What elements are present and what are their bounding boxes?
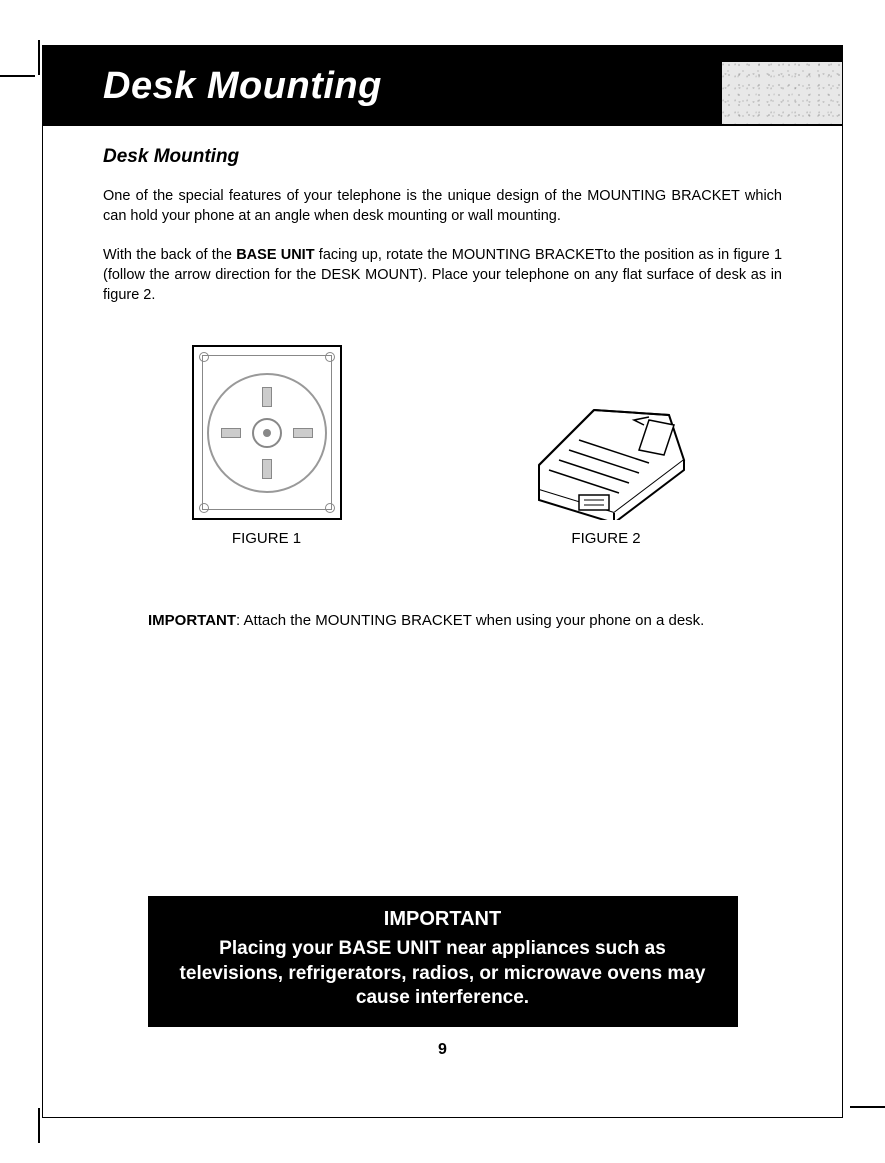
content-area: Desk Mounting One of the special feature… <box>103 146 782 1067</box>
figure-1-caption: FIGURE 1 <box>232 530 301 547</box>
crop-mark <box>850 1106 885 1108</box>
section-title: Desk Mounting <box>103 146 782 168</box>
note-bold: IMPORTANT <box>148 612 236 629</box>
page-title: Desk Mounting <box>103 65 382 108</box>
page-frame: Desk Mounting Desk Mounting One of the s… <box>42 45 843 1118</box>
paragraph-2: With the back of the BASE UNIT facing up… <box>103 245 782 306</box>
crop-mark <box>38 40 40 75</box>
crop-mark <box>0 75 35 77</box>
figure-2-block: FIGURE 2 <box>519 405 694 547</box>
header-texture <box>722 62 842 124</box>
para2-bold: BASE UNIT <box>236 247 314 263</box>
callout-box: IMPORTANT Placing your BASE UNIT near ap… <box>148 896 738 1027</box>
callout-title: IMPORTANT <box>178 908 708 931</box>
figure-1-block: FIGURE 1 <box>192 345 342 547</box>
important-note: IMPORTANT: Attach the MOUNTING BRACKET w… <box>103 612 782 629</box>
figure-2-image <box>519 405 694 520</box>
para2-pre: With the back of the <box>103 247 236 263</box>
figures-row: FIGURE 1 <box>103 345 782 547</box>
callout-text: Placing your BASE UNIT near appliances s… <box>178 937 708 1011</box>
paragraph-1: One of the special features of your tele… <box>103 186 782 227</box>
page-number: 9 <box>438 1041 447 1059</box>
crop-mark <box>38 1108 40 1143</box>
figure-2-caption: FIGURE 2 <box>571 530 640 547</box>
figure-1-image <box>192 345 342 520</box>
note-text: : Attach the MOUNTING BRACKET when using… <box>236 612 704 629</box>
